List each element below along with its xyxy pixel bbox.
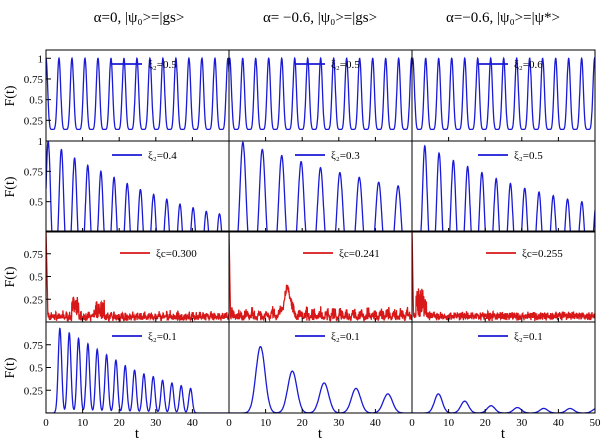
x-tick-label: 30 [333, 417, 345, 429]
y-tick-label: 0.25 [24, 385, 44, 397]
legend-label: ξ₂=0.3 [331, 150, 360, 162]
x-axis-label-2: t [318, 426, 323, 441]
legend-label: ξc=0.300 [156, 248, 197, 260]
panel-r2-c1: 0.5 0.75 1 ξ₂=0.4 [24, 136, 230, 233]
y-tick-label: 0.25 [24, 294, 44, 306]
x-tick-label: 50 [590, 417, 602, 429]
panel-r3-c1: 0.25 0.5 0.75 ξc=0.300 [24, 230, 230, 323]
panel-frame [411, 230, 596, 323]
panel-r1-c1: 0.25 0.5 0.75 1 ξ₂=0.5 [24, 49, 230, 142]
y-axis-label-row-3: F(t) [3, 266, 18, 287]
x-tick-label: 20 [297, 417, 309, 429]
panel-r4-c2: 0 10 20 30 40 ξ₂=0.1 [226, 321, 413, 429]
series-line [420, 144, 595, 232]
y-tick-label: 0.5 [29, 363, 43, 375]
y-tick-label: 0.5 [29, 95, 43, 107]
series-line [229, 231, 412, 322]
legend-label: ξc=0.255 [522, 248, 563, 260]
panel-frame [411, 140, 596, 233]
series-line [46, 56, 229, 131]
y-axis-label-row-4: F(t) [3, 357, 18, 378]
series-line [412, 56, 595, 131]
panel-r2-c3: ξ₂=0.5 [411, 140, 596, 233]
y-tick-label: 0.25 [24, 115, 44, 127]
y-tick-label: 0.75 [24, 166, 44, 178]
series-line [412, 393, 595, 413]
series-line [46, 231, 229, 322]
y-tick-label: 1 [38, 53, 44, 65]
y-tick-label: 0.5 [29, 197, 43, 209]
x-tick-label: 0 [409, 417, 415, 429]
x-tick-label: 40 [370, 417, 382, 429]
y-tick-label: 0.5 [29, 272, 43, 284]
x-axis-label-3: t [501, 426, 506, 441]
x-tick-label: 10 [443, 417, 455, 429]
panel-r4-c1: 0.25 0.5 0.75 0 10 20 30 40 ξ₂=0.1 [24, 321, 230, 429]
panel-r3-c3: ξc=0.255 [411, 230, 596, 323]
legend-label: ξ₂=0.4 [148, 150, 177, 162]
series-line [229, 345, 412, 413]
x-tick-label: 40 [553, 417, 565, 429]
x-tick-label: 0 [43, 417, 49, 429]
legend-label: ξc=0.241 [339, 248, 380, 260]
x-tick-label: 10 [77, 417, 89, 429]
legend-label: ξ₂=0.5 [514, 150, 543, 162]
column-title-1: α=0, |ψ₀>=|gs> [94, 10, 185, 26]
x-tick-label: 30 [516, 417, 528, 429]
y-axis-labels: F(t) F(t) F(t) F(t) [3, 85, 18, 378]
y-tick-label: 0.75 [24, 249, 44, 261]
panel-r4-c3: 0 10 20 30 40 50 ξ₂=0.1 [409, 321, 602, 429]
legend-label: ξ₂=0.5 [331, 59, 360, 71]
series-line [46, 141, 223, 232]
x-tick-label: 0 [226, 417, 232, 429]
x-tick-label: 10 [260, 417, 272, 429]
panel-r1-c2: ξ₂=0.5 [228, 49, 413, 142]
legend-label: ξ₂=0.6 [514, 59, 543, 71]
panel-r2-c2: ξ₂=0.3 [228, 140, 413, 233]
y-tick-label: 0.75 [24, 74, 44, 86]
x-tick-label: 20 [114, 417, 126, 429]
legend-label: ξ₂=0.1 [514, 331, 543, 343]
column-title-2: α= −0.6, |ψ₀>=|gs> [263, 10, 377, 26]
x-tick-label: 40 [187, 417, 199, 429]
y-tick-label: 0.75 [24, 340, 44, 352]
x-axis-label-1: t [135, 426, 140, 441]
panel-frame [411, 321, 596, 414]
panel-r1-c3: ξ₂=0.6 [411, 49, 596, 142]
series-line [412, 231, 595, 322]
legend-label: ξ₂=0.5 [148, 59, 177, 71]
x-axis-labels: t t t [135, 426, 506, 441]
x-tick-label: 30 [150, 417, 162, 429]
series-line [237, 141, 403, 232]
legend-label: ξ₂=0.1 [331, 331, 360, 343]
column-titles: α=0, |ψ₀>=|gs> α= −0.6, |ψ₀>=|gs> α=−0.6… [94, 10, 560, 26]
column-title-3: α=−0.6, |ψ₀>=|ψ*> [446, 10, 560, 26]
series-line [229, 56, 412, 131]
y-axis-label-row-2: F(t) [3, 176, 18, 197]
series-line [46, 327, 229, 413]
y-tick-label: 1 [38, 136, 44, 148]
x-tick-label: 20 [480, 417, 492, 429]
panel-grid: 0.25 0.5 0.75 1 ξ₂=0.5 ξ₂=0.5 ξ₂=0.6 0.5 0.75 1 ξ₂… [24, 49, 602, 429]
legend-label: ξ₂=0.1 [148, 331, 177, 343]
panel-r3-c2: ξc=0.241 [228, 230, 413, 323]
y-axis-label-row-1: F(t) [3, 85, 18, 106]
